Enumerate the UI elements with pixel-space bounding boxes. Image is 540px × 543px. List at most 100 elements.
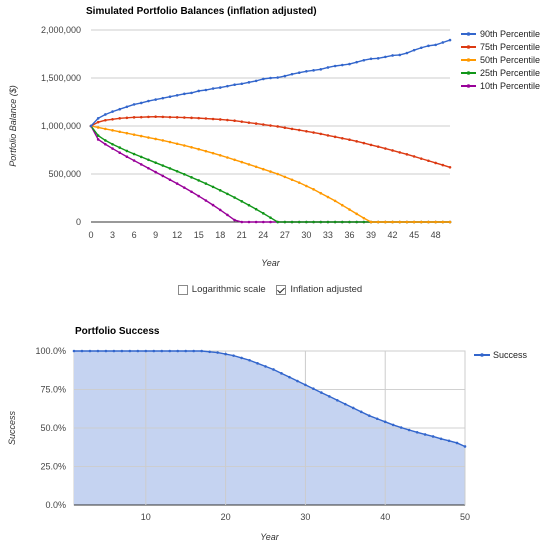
data-point-50th-percentile <box>175 142 179 146</box>
data-point-success <box>176 349 180 353</box>
data-point-10th-percentile <box>254 220 258 224</box>
data-point-50th-percentile <box>154 137 157 141</box>
data-point-10th-percentile <box>197 194 200 198</box>
data-point-90th-percentile <box>355 60 358 64</box>
data-point-success <box>88 349 92 353</box>
data-point-75th-percentile <box>104 118 107 122</box>
data-point-25th-percentile <box>348 220 351 224</box>
data-point-90th-percentile <box>441 41 445 44</box>
data-point-50th-percentile <box>391 220 394 224</box>
data-point-25th-percentile <box>233 196 236 199</box>
legend-marker-50th-percentile <box>466 58 471 62</box>
x-tick-label: 6 <box>132 230 137 240</box>
chart-title: Portfolio Success <box>75 326 160 337</box>
data-point-50th-percentile <box>448 220 452 224</box>
data-point-10th-percentile <box>104 142 107 146</box>
legend-label-25th-percentile: 25th Percentile <box>480 68 540 78</box>
data-point-success <box>216 351 219 354</box>
data-point-success <box>152 349 156 353</box>
data-point-success <box>208 350 211 354</box>
data-point-success <box>447 439 451 443</box>
data-point-90th-percentile <box>369 57 373 61</box>
data-point-90th-percentile <box>226 84 229 88</box>
data-point-75th-percentile <box>125 116 129 120</box>
data-point-90th-percentile <box>118 107 122 111</box>
data-point-90th-percentile <box>139 101 143 105</box>
data-point-75th-percentile <box>161 115 165 119</box>
data-point-50th-percentile <box>240 160 244 164</box>
data-point-50th-percentile <box>211 151 215 155</box>
data-point-10th-percentile <box>147 166 150 170</box>
data-point-90th-percentile <box>269 76 272 80</box>
x-tick-label: 0 <box>88 230 93 240</box>
data-point-25th-percentile <box>111 142 114 146</box>
y-tick-label: 1,000,000 <box>41 121 81 131</box>
data-point-25th-percentile <box>139 155 143 159</box>
data-point-75th-percentile <box>405 153 409 156</box>
data-point-75th-percentile <box>175 116 179 119</box>
data-point-90th-percentile <box>125 105 129 109</box>
data-point-50th-percentile <box>405 220 409 224</box>
x-tick-label: 10 <box>141 512 151 522</box>
data-point-75th-percentile <box>132 116 136 119</box>
x-tick-label: 39 <box>366 230 376 240</box>
data-point-75th-percentile <box>254 122 258 125</box>
data-point-success <box>192 349 195 353</box>
data-point-90th-percentile <box>398 53 402 57</box>
y-tick-label: 50.0% <box>40 423 66 433</box>
data-point-50th-percentile <box>441 220 445 224</box>
data-point-success <box>272 368 275 371</box>
data-point-25th-percentile <box>96 134 100 137</box>
data-point-50th-percentile <box>362 216 366 220</box>
data-point-75th-percentile <box>218 118 222 121</box>
x-tick-label: 45 <box>409 230 419 240</box>
data-point-25th-percentile <box>104 139 107 142</box>
legend-label-50th-percentile: 50th Percentile <box>480 55 540 65</box>
y-tick-label: 0.0% <box>45 500 66 510</box>
data-point-90th-percentile <box>312 69 315 72</box>
data-point-25th-percentile <box>154 161 157 164</box>
data-point-success <box>232 354 235 357</box>
legend-marker-75th-percentile <box>466 45 471 49</box>
data-point-10th-percentile <box>233 218 236 222</box>
data-point-success <box>184 349 188 353</box>
data-point-10th-percentile <box>204 199 208 202</box>
data-point-25th-percentile <box>254 207 258 211</box>
data-point-10th-percentile <box>269 220 272 224</box>
data-point-75th-percentile <box>419 157 423 160</box>
data-point-75th-percentile <box>139 115 143 119</box>
data-point-success <box>120 349 124 353</box>
chart-controls: Logarithmic scale Inflation adjusted <box>0 284 540 298</box>
data-point-10th-percentile <box>168 178 172 182</box>
data-point-success <box>391 423 395 427</box>
y-tick-label: 500,000 <box>48 169 81 179</box>
data-point-75th-percentile <box>362 141 366 145</box>
data-point-10th-percentile <box>132 159 136 162</box>
data-point-75th-percentile <box>111 117 114 121</box>
logarithmic-scale-checkbox[interactable] <box>177 284 188 295</box>
data-point-success <box>407 428 411 432</box>
inflation-adjusted-toggle[interactable]: Inflation adjusted <box>276 284 362 295</box>
x-axis-label: Year <box>260 532 280 542</box>
data-point-success <box>256 362 259 365</box>
data-point-50th-percentile <box>333 199 337 203</box>
data-point-50th-percentile <box>319 191 323 195</box>
data-point-10th-percentile <box>118 151 122 154</box>
logarithmic-scale-toggle[interactable]: Logarithmic scale <box>177 284 266 295</box>
data-point-50th-percentile <box>132 133 136 136</box>
data-point-50th-percentile <box>111 129 114 132</box>
data-point-50th-percentile <box>104 127 107 131</box>
y-axis-label: Portfolio Balance ($) <box>8 85 18 167</box>
data-point-success <box>224 352 227 356</box>
data-point-50th-percentile <box>427 220 430 224</box>
data-point-75th-percentile <box>341 136 344 140</box>
inflation-adjusted-checkbox[interactable] <box>276 284 287 295</box>
data-point-90th-percentile <box>290 72 294 76</box>
data-point-50th-percentile <box>384 220 387 224</box>
data-point-75th-percentile <box>211 117 215 121</box>
data-point-50th-percentile <box>283 175 287 179</box>
x-tick-label: 40 <box>380 512 390 522</box>
data-point-50th-percentile <box>190 146 193 149</box>
data-point-90th-percentile <box>247 81 251 84</box>
data-point-25th-percentile <box>190 176 193 179</box>
